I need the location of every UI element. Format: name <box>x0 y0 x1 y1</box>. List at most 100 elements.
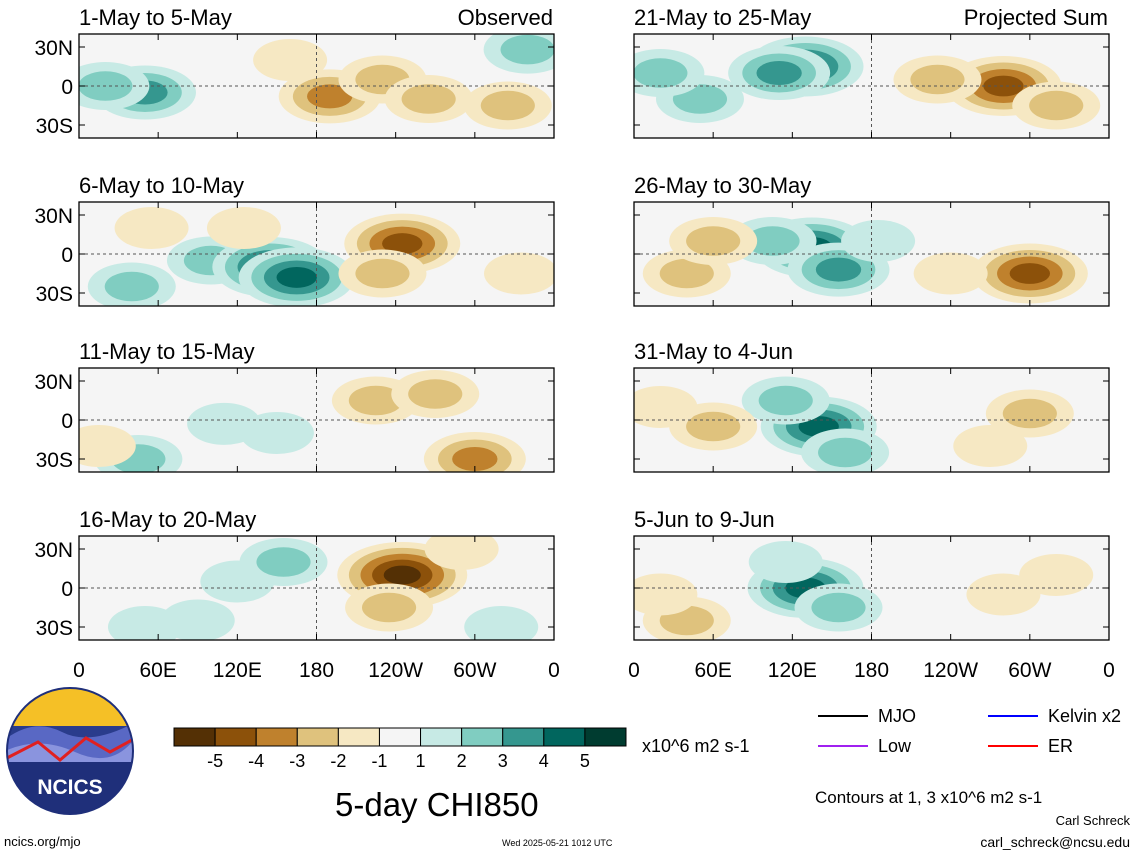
anomaly-blob <box>256 547 311 577</box>
y-tick-label: 30S <box>36 283 73 306</box>
anomaly-blob <box>1002 398 1057 429</box>
anomaly-blob <box>811 592 866 623</box>
logo-line <box>7 736 133 762</box>
ncics-logo: NCICS <box>6 687 134 815</box>
anomaly-blob <box>239 412 314 454</box>
anomaly-blob <box>464 606 539 640</box>
anomaly-blob <box>745 226 800 256</box>
y-tick-label: 30S <box>36 115 73 138</box>
panel-period: 1-May to 5-May <box>79 5 232 30</box>
footer-email: carl_schreck@ncsu.edu <box>980 834 1130 850</box>
panel-period: 6-May to 10-May <box>79 173 244 198</box>
anomaly-blob <box>910 64 965 95</box>
x-tick-label: 60W <box>453 659 496 682</box>
panel: 30N 0 30S 6-May to 10-May <box>34 173 555 307</box>
panel-period: 16-May to 20-May <box>79 507 256 532</box>
colorbar-swatch <box>584 727 627 747</box>
colorbar-swatch <box>502 727 545 747</box>
anomaly-blob <box>160 599 235 640</box>
chart-title: 5-day CHI850 <box>335 786 539 823</box>
x-tick-label: 120W <box>368 659 423 682</box>
anomaly-blob <box>966 573 1041 616</box>
anomaly-blob <box>361 592 417 623</box>
y-tick-label: 30S <box>36 449 73 472</box>
anomaly-blob <box>841 220 916 262</box>
colorbar-swatch <box>296 727 339 747</box>
anomaly-blob <box>748 541 823 583</box>
panel-period: 21-May to 25-May <box>634 5 811 30</box>
footer-left: ncics.org/mjo <box>4 834 81 849</box>
colorbar-label: -4 <box>248 751 264 771</box>
colorbar-label: 4 <box>539 751 549 771</box>
legend-label: ER <box>1048 736 1073 756</box>
anomaly-blob <box>634 386 698 428</box>
anomaly-blob <box>756 61 802 85</box>
units-label: x10^6 m2 s-1 <box>642 736 750 756</box>
column-header: Projected Sum <box>964 5 1108 30</box>
footer-author: Carl Schreck <box>1055 813 1130 828</box>
y-tick-label: 0 <box>61 76 73 99</box>
anomaly-field <box>107 536 539 640</box>
panel: 31-May to 4-Jun <box>633 339 1110 473</box>
anomaly-field <box>87 207 554 306</box>
anomaly-blob <box>815 257 862 282</box>
colorbar-swatch <box>420 727 463 747</box>
anomaly-blob <box>1009 263 1051 284</box>
x-tick-label: 180 <box>854 659 889 682</box>
panel: 26-May to 30-May <box>633 173 1110 307</box>
anomaly-blob <box>452 447 498 471</box>
colorbar-swatch <box>461 727 504 747</box>
panel: 21-May to 25-May Projected Sum <box>633 5 1110 139</box>
colorbar-label: 5 <box>580 751 590 771</box>
colorbar-swatch <box>173 727 216 747</box>
anomaly-blob <box>634 573 698 616</box>
colorbar-label: -3 <box>289 751 305 771</box>
y-tick-label: 0 <box>61 244 73 267</box>
anomaly-blob <box>401 84 456 114</box>
colorbar-swatch <box>337 727 380 747</box>
panels: 30N 0 30S 1-May to 5-May Observed 30N 0 30S 6-Ma… <box>34 5 1110 641</box>
colorbar-label: 3 <box>498 751 508 771</box>
panel-period: 5-Jun to 9-Jun <box>634 507 775 532</box>
x-tick-label: 120E <box>768 659 817 682</box>
legend-label: MJO <box>878 706 916 726</box>
footer-timestamp: Wed 2025-05-21 1012 UTC <box>502 838 613 848</box>
anomaly-blob <box>758 385 813 416</box>
colorbar-label: -2 <box>330 751 346 771</box>
x-tick-label: 0 <box>1103 659 1115 682</box>
y-tick-label: 30N <box>34 205 73 228</box>
x-tick-label: 60E <box>139 659 176 682</box>
anomaly-blob <box>348 385 403 416</box>
x-tick-label: 60E <box>694 659 731 682</box>
anomaly-blob <box>634 58 688 88</box>
panel-period: 31-May to 4-Jun <box>634 339 793 364</box>
anomaly-blob <box>480 90 535 121</box>
x-tick-label: 60W <box>1008 659 1051 682</box>
colorbar-swatch <box>378 727 422 747</box>
colorbar-label: 1 <box>416 751 426 771</box>
anomaly-blob <box>1019 554 1094 596</box>
anomaly-field <box>634 36 1101 130</box>
y-tick-label: 30N <box>34 371 73 394</box>
colorbar-label: 2 <box>457 751 467 771</box>
x-tick-label: 0 <box>628 659 640 682</box>
panel-period: 11-May to 15-May <box>79 339 255 364</box>
anomaly-blob <box>253 39 328 81</box>
contour-note: Contours at 1, 3 x10^6 m2 s-1 <box>815 788 1043 807</box>
legend-label: Kelvin x2 <box>1048 706 1121 726</box>
colorbar-swatch <box>543 727 586 747</box>
column-header: Observed <box>458 5 553 30</box>
logo-text: NCICS <box>37 776 102 799</box>
colorbar-label: -1 <box>371 751 387 771</box>
anomaly-blob <box>383 565 421 585</box>
logo-graphic <box>7 688 133 814</box>
anomaly-blob <box>500 34 554 65</box>
colorbar: -5 -4 -3 -2 -1 1 2 3 4 5 <box>173 727 627 771</box>
anomaly-field <box>634 376 1074 472</box>
y-tick-label: 30S <box>36 617 73 640</box>
anomaly-blob <box>686 411 741 442</box>
panel: 30N 0 30S 11-May to 15-May <box>34 339 555 473</box>
anomaly-field <box>79 34 554 130</box>
y-tick-label: 0 <box>61 410 73 433</box>
